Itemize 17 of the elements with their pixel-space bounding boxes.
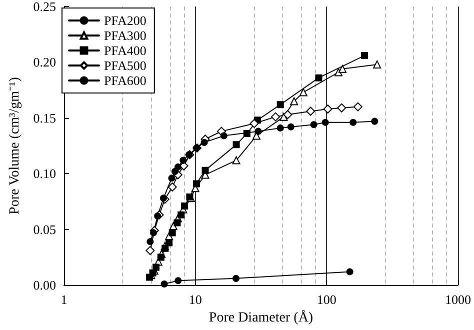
y-tick-label: 0.00 xyxy=(33,278,56,293)
x-tick-label: 1000 xyxy=(445,292,471,308)
legend-label: PFA600 xyxy=(104,73,146,88)
x-tick-label: 100 xyxy=(316,292,336,308)
x-tick-label: 10 xyxy=(188,292,202,308)
legend-label: PFA400 xyxy=(104,43,146,58)
x-tick-label: 1 xyxy=(60,292,68,308)
legend-label: PFA500 xyxy=(104,58,146,73)
y-tick-label: 0.10 xyxy=(33,166,56,182)
y-tick-label: 0.15 xyxy=(33,110,56,126)
legend-label: PFA200 xyxy=(104,13,146,28)
y-tick-label: 0.25 xyxy=(33,0,56,14)
x-axis-title: Pore Diameter (Å) xyxy=(208,310,314,326)
y-axis-title: Pore Volume (cm³/gm⁻¹) xyxy=(8,76,22,214)
y-tick-label: 0.20 xyxy=(33,54,56,70)
legend-label: PFA300 xyxy=(104,28,146,43)
y-tick-label: 0.05 xyxy=(33,222,56,237)
